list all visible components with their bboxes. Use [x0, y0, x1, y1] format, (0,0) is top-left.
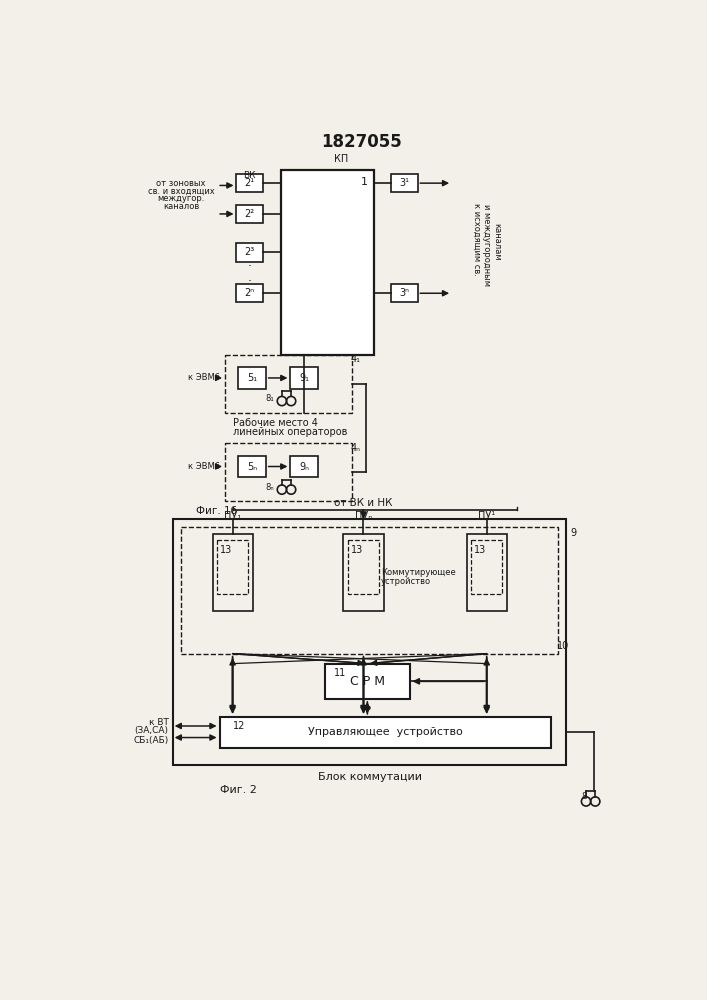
Bar — [291, 367, 318, 389]
Bar — [225, 355, 352, 413]
Text: 4ₙ: 4ₙ — [351, 443, 361, 453]
Bar — [344, 534, 383, 611]
Text: от ВК и НК: от ВК и НК — [334, 498, 392, 508]
Text: ПУₙ: ПУₙ — [355, 511, 372, 521]
Text: 12: 12 — [233, 721, 246, 731]
Text: Блок коммутации: Блок коммутации — [317, 772, 421, 782]
Bar — [348, 540, 379, 594]
Bar — [225, 443, 352, 501]
Bar — [219, 717, 551, 748]
Text: 1: 1 — [361, 177, 368, 187]
Text: устройство: устройство — [381, 578, 431, 586]
Text: 8: 8 — [581, 792, 587, 801]
Bar — [472, 540, 502, 594]
Text: 13: 13 — [221, 545, 233, 555]
Bar — [238, 456, 266, 477]
Text: каналов: каналов — [163, 202, 199, 211]
Text: к исходящим св.: к исходящим св. — [472, 203, 481, 276]
Text: 1827055: 1827055 — [322, 133, 402, 151]
Bar — [291, 456, 318, 477]
Text: ПУ¹: ПУ¹ — [478, 511, 496, 521]
Text: Управляющее  устройство: Управляющее устройство — [308, 727, 462, 737]
Text: 2¹: 2¹ — [245, 178, 255, 188]
Text: Фиг. 1б: Фиг. 1б — [197, 506, 238, 516]
Bar — [281, 170, 373, 355]
Bar — [173, 519, 566, 765]
Text: Рабочие место 4: Рабочие место 4 — [233, 418, 317, 428]
Text: линейных операторов: линейных операторов — [233, 427, 347, 437]
Text: 4₁: 4₁ — [351, 354, 361, 364]
Text: 10: 10 — [557, 641, 569, 651]
Text: (ЗА,СА): (ЗА,СА) — [134, 726, 169, 735]
Text: Коммутирующее: Коммутирующее — [381, 568, 456, 577]
Text: 9ₙ: 9ₙ — [299, 462, 309, 472]
Bar — [467, 534, 507, 611]
Bar — [325, 664, 409, 699]
Text: к ЭВМб: к ЭВМб — [188, 462, 220, 471]
Bar — [238, 367, 266, 389]
Text: 13: 13 — [351, 545, 363, 555]
Text: и междугородным: и междугородным — [482, 204, 491, 286]
Bar — [391, 284, 418, 302]
Text: 13: 13 — [474, 545, 486, 555]
Text: к ВТ: к ВТ — [148, 718, 169, 727]
Text: 9₁: 9₁ — [299, 373, 309, 383]
Text: к ЭВМб: к ЭВМб — [188, 373, 220, 382]
Text: ВК: ВК — [243, 171, 256, 180]
Bar — [236, 174, 264, 192]
Text: 8ₙ: 8ₙ — [266, 483, 274, 492]
Text: Фиг. 2: Фиг. 2 — [219, 785, 257, 795]
Text: каналам: каналам — [492, 223, 501, 260]
Text: 5ₙ: 5ₙ — [247, 462, 257, 472]
Bar — [236, 205, 264, 223]
Bar — [213, 534, 252, 611]
Text: 3ⁿ: 3ⁿ — [399, 288, 409, 298]
Bar — [181, 527, 559, 654]
Text: ·
·: · · — [247, 260, 252, 288]
Text: С Р М: С Р М — [350, 675, 385, 688]
Text: св. и входящих: св. и входящих — [148, 186, 214, 195]
Text: 5₁: 5₁ — [247, 373, 257, 383]
Text: 9: 9 — [571, 528, 577, 538]
Text: 2ⁿ: 2ⁿ — [245, 288, 255, 298]
Bar — [236, 284, 264, 302]
Text: 2²: 2² — [245, 209, 255, 219]
Text: СБ₁(АБ): СБ₁(АБ) — [134, 736, 169, 745]
Text: междугор.: междугор. — [158, 194, 205, 203]
Bar — [391, 174, 418, 192]
Text: ПУ₁: ПУ₁ — [224, 511, 241, 521]
Text: 3¹: 3¹ — [399, 178, 409, 188]
Text: КП: КП — [334, 154, 349, 164]
Text: 11: 11 — [334, 668, 346, 678]
Text: 2³: 2³ — [245, 247, 255, 257]
Bar — [236, 243, 264, 262]
Text: от зоновых: от зоновых — [156, 179, 206, 188]
Bar — [217, 540, 248, 594]
Text: 8₁: 8₁ — [266, 394, 274, 403]
